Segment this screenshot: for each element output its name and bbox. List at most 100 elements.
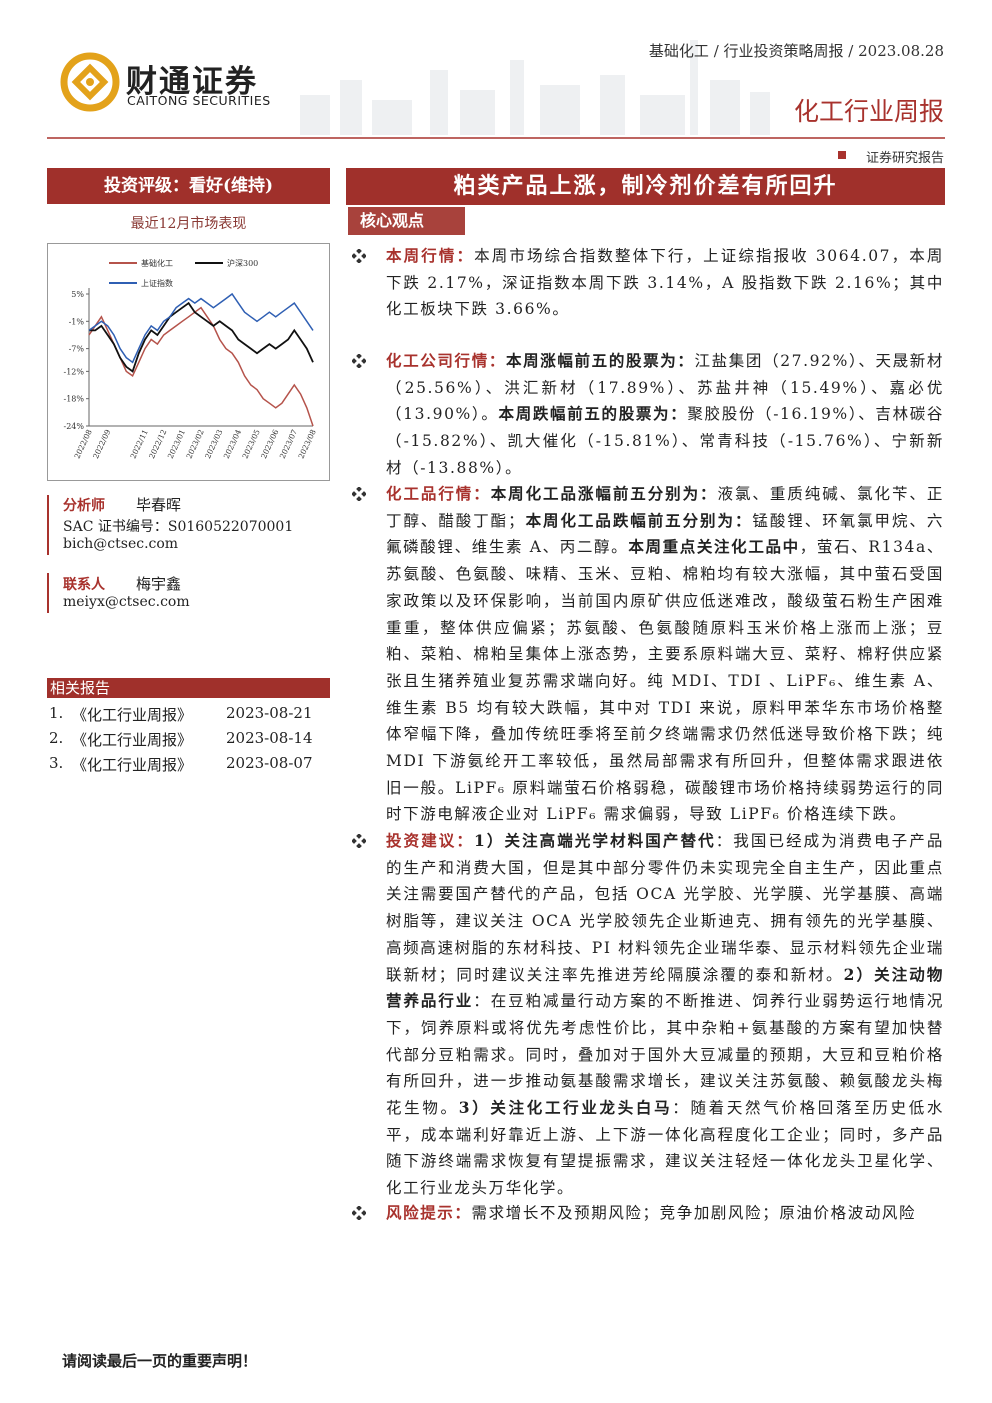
point: 化工品行情：本周化工品涨幅前五分别为：液氯、重质纯碱、氯化苄、正丁醇、醋酸丁酯；… <box>386 481 944 828</box>
point-text: 江盐集团（27.92%）、天晟新材（25.56%）、洪汇新材（17.89%）、苏… <box>386 352 944 424</box>
point-bold: 本周跌幅前五的股票为： <box>498 404 688 424</box>
point-label: 本周行情： <box>386 246 475 265</box>
logo-en: CAITONG SECURITIES <box>127 93 271 108</box>
analyst-email: bich@ctsec.com <box>63 536 179 552</box>
point-text: ，萤石、R134a、苏氨酸、色氨酸、味精、玉米、豆粕、棉粕均有较大涨幅，其中萤石… <box>386 538 945 824</box>
point-bold: 1）关注高端光学材料国产替代 <box>474 831 716 850</box>
main-title: 粕类产品上涨，制冷剂价差有所回升 <box>346 168 945 205</box>
bullet-diamond <box>356 1206 362 1211</box>
point-text: 锰酸锂、环氧氯甲烷、六氟磷酸锂、维生素 A、丙二醇。 <box>386 511 944 557</box>
bullet-icon <box>352 834 366 848</box>
point-label: 风险提示： <box>386 1203 472 1222</box>
bullet-diamond <box>361 838 366 844</box>
series-line <box>88 306 314 427</box>
analyst-name: 毕春晖 <box>136 496 182 514</box>
point: 风险提示：需求增长不及预期风险；竞争加剧风险；原油价格波动风险 <box>386 1200 944 1227</box>
y-tick-label: -1% <box>69 317 85 326</box>
point-text: 本周市场综合指数整体下行，上证综指报收 3064.07，本周下跌 2.17%，深… <box>386 247 944 319</box>
analyst-rule <box>47 495 49 555</box>
contact-label: 联系人 <box>63 577 105 593</box>
x-tick-label: 2022/09 <box>91 428 112 460</box>
bullet-diamond <box>356 1215 362 1220</box>
breadcrumb: 基础化工 / 行业投资策略周报 / 2023.08.28 <box>648 42 944 60</box>
bullet-diamond <box>352 253 357 259</box>
header-graphics <box>47 40 945 159</box>
footer-notice: 请阅读最后一页的重要声明！ <box>62 1352 258 1370</box>
point-bold: 3）关注化工行业龙头白马 <box>458 1098 673 1118</box>
related-title: 《化工行业周报》 <box>72 706 193 724</box>
bullet-diamond <box>356 354 362 359</box>
report-label: 证券研究报告 <box>865 151 944 166</box>
bullet-icon <box>352 354 366 368</box>
skyline <box>300 40 770 135</box>
chart-caption: 最近12月市场表现 <box>130 216 247 232</box>
related-title: 相关报告 <box>47 678 330 698</box>
point-bold: 本周化工品涨幅前五分别为： <box>490 484 718 503</box>
legend-label: 基础化工 <box>141 258 173 268</box>
logo-cn: 财通证券 <box>126 64 258 100</box>
bullet-diamond <box>356 487 362 492</box>
point-text: 需求增长不及预期风险；竞争加剧风险；原油价格波动风险 <box>471 1204 917 1222</box>
y-tick-label: -18% <box>64 395 85 404</box>
related-title: 《化工行业周报》 <box>72 756 193 774</box>
point: 本周行情：本周市场综合指数整体下行，上证综指报收 3064.07，本周下跌 2.… <box>386 243 944 323</box>
y-tick-label: -24% <box>64 422 85 431</box>
bullet-diamond <box>356 363 362 368</box>
bullet-diamond <box>352 838 357 844</box>
legend-label: 沪深300 <box>227 258 258 268</box>
contact-rule <box>47 573 49 613</box>
bullet-diamond <box>352 358 357 364</box>
bullet-diamond <box>356 834 362 839</box>
point-label: 化工品行情： <box>386 484 491 503</box>
rating-box: 投资评级：看好(维持) <box>47 168 330 204</box>
point-bold: 2）关注动物营养品行业 <box>386 964 944 1011</box>
point-label: 投资建议： <box>386 831 474 850</box>
series-line <box>88 292 314 364</box>
bullet-diamond <box>361 253 366 259</box>
related-no: 3. <box>49 754 64 772</box>
bullet-icon <box>352 249 366 263</box>
bullet-diamond <box>361 358 366 364</box>
logo-icon <box>60 52 120 112</box>
bullet-diamond <box>352 1210 357 1216</box>
point-text: ：随着天然气价格回落至历史低水平，成本端利好靠近上游、上下游一体化高程度化工企业… <box>386 1099 944 1198</box>
bullet-diamond <box>356 843 362 848</box>
y-tick-label: -12% <box>64 367 85 376</box>
label-square <box>838 151 846 159</box>
related-title: 《化工行业周报》 <box>72 731 193 749</box>
related-no: 2. <box>49 729 64 747</box>
related-date: 2023-08-21 <box>226 704 313 722</box>
point: 投资建议：1）关注高端光学材料国产替代：我国已经成为消费电子产品的生产和消费大国… <box>386 828 944 1202</box>
analyst-label: 分析师 <box>63 498 105 514</box>
related-no: 1. <box>49 704 64 722</box>
series-line <box>89 301 314 373</box>
analyst-cert: SAC 证书编号：S0160522070001 <box>63 519 294 535</box>
point-text: 聚胶股份（-16.19%）、吉林碳谷（-15.82%）、凯大催化（-15.81%… <box>386 405 944 477</box>
related-date: 2023-08-07 <box>226 754 313 772</box>
bullet-diamond <box>356 496 362 501</box>
report-type: 化工行业周报 <box>793 97 944 126</box>
bullet-diamond <box>352 491 357 497</box>
bullet-diamond <box>361 491 366 497</box>
point-text: ：在豆粕减量行动方案的不断推进、饲养行业弱势运行地情况下，饲养原料或将优先考虑性… <box>386 992 944 1118</box>
related-date: 2023-08-14 <box>226 729 313 747</box>
rating: 投资评级：看好(维持) <box>103 176 274 196</box>
point-bold: 本周重点关注化工品中 <box>628 537 800 557</box>
point: 化工公司行情：本周涨幅前五的股票为：江盐集团（27.92%）、天晟新材（25.5… <box>386 348 944 482</box>
point-bold: 本周化工品跌幅前五分别为： <box>525 510 753 530</box>
point-text: ：我国已经成为消费电子产品的生产和消费大国，但是其中部分零件仍未实现完全自主生产… <box>386 832 944 984</box>
bullet-icon <box>352 487 366 501</box>
chart-frame <box>47 243 330 481</box>
x-tick-label: 2023/08 <box>296 428 317 460</box>
bullet-diamond <box>361 1210 366 1216</box>
y-tick-label: -7% <box>69 345 85 354</box>
bullet-diamond <box>356 258 362 263</box>
contact-email: meiyx@ctsec.com <box>63 594 190 610</box>
bullet-icon <box>352 1206 366 1220</box>
point-label: 化工公司行情： <box>386 351 506 370</box>
point-text: 液氯、重质纯碱、氯化苄、正丁醇、醋酸丁酯； <box>386 485 944 530</box>
legend-label: 上证指数 <box>141 278 173 288</box>
contact-name: 梅宇鑫 <box>136 575 182 593</box>
